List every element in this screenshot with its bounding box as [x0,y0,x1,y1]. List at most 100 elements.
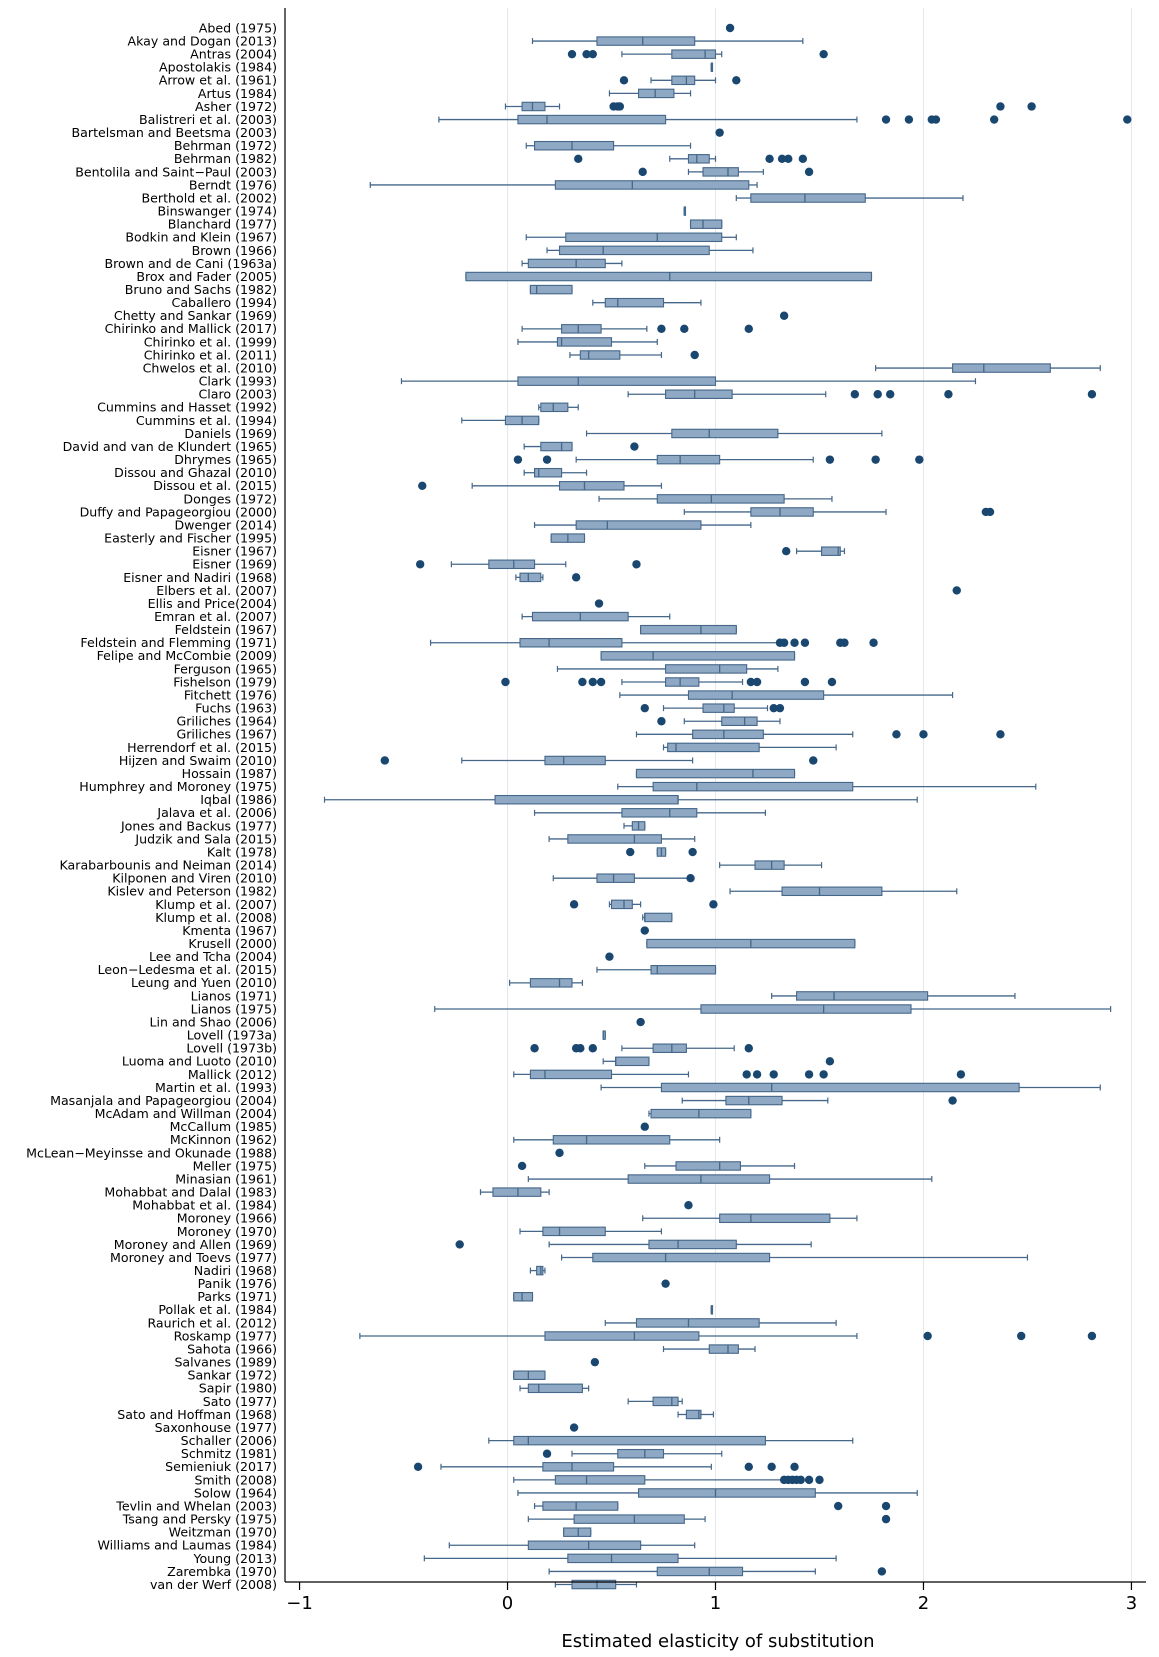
category-label: Bartelsman and Beetsma (2003) [72,125,277,140]
outlier-point [530,1044,539,1053]
iqr-box [660,1082,1020,1093]
category-label: Herrendorf et al. (2015) [127,740,277,755]
category-label: McAdam and Willman (2004) [95,1106,277,1121]
category-label: Bentolila and Saint−Paul (2003) [75,164,277,179]
outlier-point [418,481,427,490]
iqr-box [567,834,662,844]
iqr-box [527,1540,642,1551]
category-label: David and van de Klundert (1965) [63,439,277,454]
category-label: Humphrey and Moroney (1975) [79,779,277,794]
x-tick-label: 3 [1126,1593,1137,1614]
category-label: Lin and Shao (2006) [150,1014,277,1029]
category-label: Dhrymes (1965) [174,452,277,467]
iqr-box [754,860,785,870]
iqr-box [708,1344,739,1354]
iqr-box [952,363,1051,373]
category-label: Roskamp (1977) [174,1328,277,1343]
iqr-box [675,1161,742,1171]
iqr-box [517,376,717,386]
category-label: Feldstein (1967) [175,622,277,637]
category-label: Sahota (1966) [187,1341,277,1356]
iqr-box [567,1553,679,1564]
outlier-point [657,324,666,334]
outlier-point [455,1240,464,1249]
category-label: Bodkin and Klein (1967) [125,230,277,245]
outlier-point [1087,1331,1097,1341]
x-tick-label: 1 [710,1593,721,1614]
category-label: Lee and Tcha (2004) [149,949,277,964]
outlier-point [877,1567,887,1576]
outlier-point [626,847,635,857]
category-label: Brown and de Cani (1963a) [104,256,277,271]
outlier-point [555,1148,564,1158]
outlier-point [777,154,787,163]
outlier-point [1087,390,1097,399]
iqr-box [671,75,696,86]
category-label: Jalava et al. (2006) [156,805,277,820]
iqr-box [635,1318,760,1328]
outlier-point [1123,115,1132,124]
outlier-point [819,49,828,59]
category-label: Mohabbat and Dalal (1983) [104,1185,277,1200]
iqr-box [556,337,613,347]
outlier-point [956,1070,966,1079]
axes: Estimated elasticity of substitution −1 0… [284,8,1146,1652]
outlier-point [380,756,390,765]
category-label: Brox and Fader (2005) [136,269,277,284]
category-label: Saxonhouse (1977) [155,1420,277,1435]
category-label: Berthold et al. (2002) [142,190,277,205]
outlier-point [630,442,639,451]
iqr-box [652,1396,679,1407]
outlier-point [825,1057,835,1066]
outlier-point [952,586,961,595]
outlier-point [804,1070,814,1079]
category-label: Pollak et al. (1984) [158,1302,277,1317]
outlier-point [752,1070,762,1079]
iqr-box [721,716,758,726]
outlier-point [775,703,785,713]
category-label: Behrman (1982) [174,151,277,166]
category-label: Hijzen and Swaim (2010) [119,753,277,768]
outlier-point [636,1017,645,1027]
iqr-box [702,167,739,177]
category-label: Dissou and Ghazal (2010) [114,465,277,480]
category-label: Cummins and Hasset (1992) [97,400,277,415]
category-label: Duffy and Papageorgiou (2000) [80,504,277,519]
iqr-box [596,36,696,46]
outlier-point [996,730,1005,739]
iqr-box [671,428,779,439]
iqr-box [596,873,635,883]
iqr-box [652,1043,687,1053]
iqr-box [750,507,814,517]
iqr-box [527,258,606,269]
iqr-box [513,1435,766,1446]
iqr-box [656,494,785,504]
category-label: Tsang and Persky (1975) [122,1512,277,1527]
outlier-point [576,1044,585,1053]
outlier-point [885,390,895,399]
outlier-point [765,154,774,163]
category-label: Mallick (2012) [188,1067,277,1082]
outlier-point [605,952,614,961]
category-label: Chirinko and Mallick (2017) [105,321,277,336]
iqr-box [687,154,710,164]
outlier-point [923,1331,932,1341]
x-axis-title: Estimated elasticity of substitution [561,1631,874,1652]
outlier-point [804,167,814,177]
iqr-box [544,755,606,766]
category-label: Schaller (2006) [181,1433,277,1448]
outlier-point [596,677,606,687]
outlier-point [569,900,579,909]
category-label: Lianos (1975) [191,1001,277,1016]
category-label: Dwenger (2014) [174,517,277,532]
category-label: Nadiri (1968) [194,1263,277,1278]
iqr-box [542,1226,606,1237]
category-label: Semieniuk (2017) [165,1459,277,1474]
category-label: Sato and Hoffman (1968) [117,1407,277,1422]
outlier-point [804,1475,814,1485]
iqr-box [542,1462,615,1472]
outlier-point [578,677,587,687]
outlier-point [415,560,425,569]
outlier-point [567,49,577,59]
